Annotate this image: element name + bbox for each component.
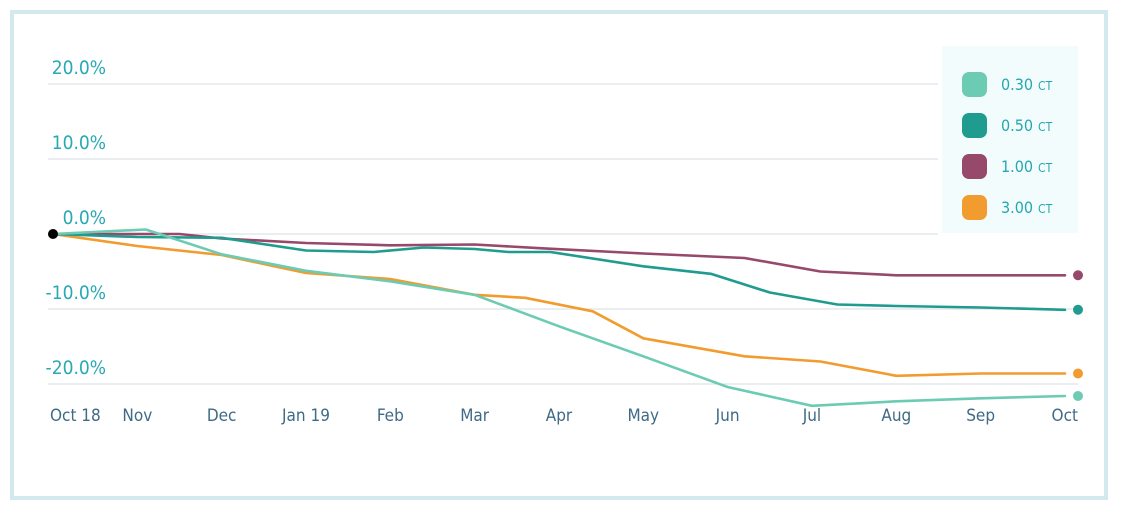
series-line xyxy=(51,232,1067,312)
legend-swatch xyxy=(962,195,987,220)
legend-swatch xyxy=(962,154,987,179)
series-line xyxy=(51,232,1067,277)
series-end-markers xyxy=(48,229,1083,401)
x-tick-label: May xyxy=(627,406,659,426)
chart-frame xyxy=(10,10,1108,500)
grid xyxy=(48,83,1078,385)
legend-item-100[interactable]: 1.00 CT xyxy=(962,146,1078,187)
legend-label: 3.00 CT xyxy=(1001,198,1053,217)
x-tick-label: Feb xyxy=(377,406,404,426)
legend-swatch xyxy=(962,72,987,97)
y-tick-label: 0.0% xyxy=(63,207,106,229)
legend-item-050[interactable]: 0.50 CT xyxy=(962,105,1078,146)
legend: 0.30 CT 0.50 CT 1.00 CT 3.00 CT xyxy=(942,46,1078,233)
x-tick-label: Jun xyxy=(715,406,740,426)
x-tick-label: Apr xyxy=(546,406,573,426)
x-tick-label: Oct 18 xyxy=(50,406,101,426)
legend-item-030[interactable]: 0.30 CT xyxy=(962,64,1078,105)
x-tick-label: Mar xyxy=(460,406,490,426)
legend-label: 0.30 CT xyxy=(1001,75,1053,94)
series-end-marker xyxy=(1073,270,1083,281)
series-line xyxy=(51,228,1067,408)
y-axis-labels: 20.0% 10.0% 0.0% -10.0% -20.0% xyxy=(46,57,106,379)
legend-swatch xyxy=(962,113,987,138)
origin-marker xyxy=(48,229,58,239)
x-tick-label: Oct xyxy=(1052,406,1078,426)
x-tick-label: Aug xyxy=(881,406,911,426)
series-lines xyxy=(51,228,1067,408)
legend-label: 1.00 CT xyxy=(1001,157,1053,176)
legend-item-300[interactable]: 3.00 CT xyxy=(962,187,1078,228)
y-tick-label: -10.0% xyxy=(46,282,106,304)
series-line xyxy=(51,232,1067,378)
y-tick-label: 10.0% xyxy=(52,132,106,154)
y-tick-label: -20.0% xyxy=(46,357,106,379)
series-end-marker xyxy=(1073,304,1083,315)
y-tick-label: 20.0% xyxy=(52,57,106,79)
x-tick-label: Jul xyxy=(802,406,821,426)
x-tick-label: Nov xyxy=(122,406,152,426)
legend-label: 0.50 CT xyxy=(1001,116,1053,135)
series-end-marker xyxy=(1073,391,1083,401)
x-tick-label: Sep xyxy=(966,406,995,426)
series-end-marker xyxy=(1073,368,1083,379)
x-tick-label: Jan 19 xyxy=(281,406,330,426)
x-tick-label: Dec xyxy=(207,406,237,426)
x-axis-labels: Oct 18 Nov Dec Jan 19 Feb Mar Apr May Jun Jul Aug S… xyxy=(50,406,1078,426)
